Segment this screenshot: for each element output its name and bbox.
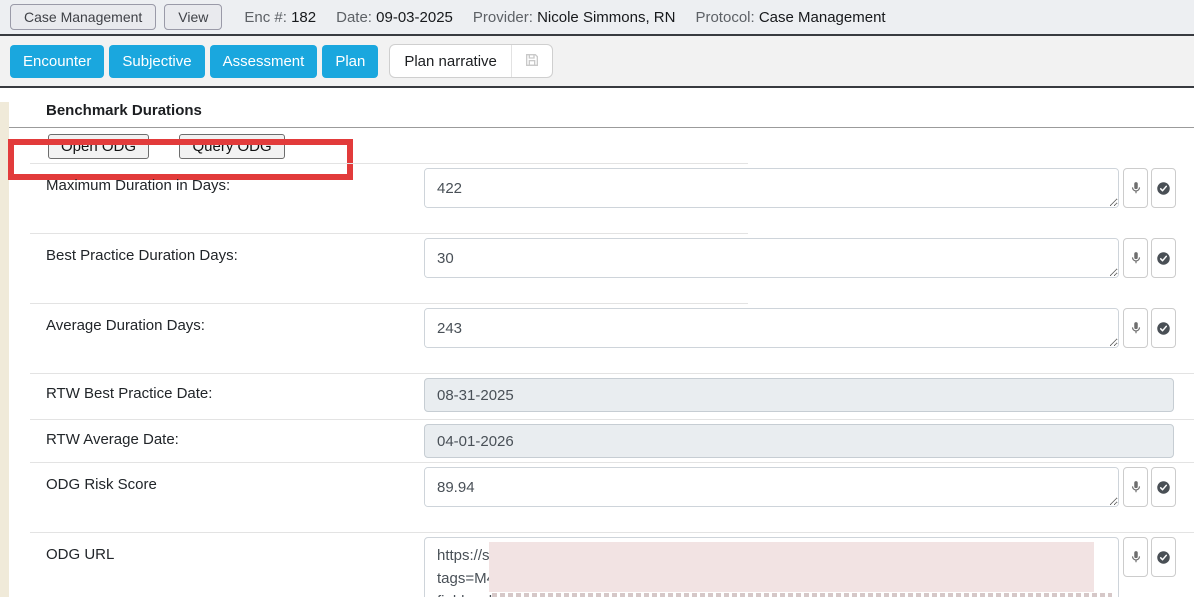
form-row-rtw-average-date: RTW Average Date: <box>30 419 1194 462</box>
maximum-duration-input[interactable]: 422 <box>424 168 1119 208</box>
mic-button[interactable] <box>1123 467 1148 507</box>
confirm-button[interactable] <box>1151 467 1176 507</box>
rtw-best-practice-date-input <box>424 378 1174 412</box>
form-row-rtw-best-practice-date: RTW Best Practice Date: <box>30 373 1194 419</box>
mic-button[interactable] <box>1123 308 1148 348</box>
odg-url-input[interactable]: https://st tags=M4 field_sub <box>424 537 1119 597</box>
page-edge-strip <box>0 102 9 597</box>
form-row-best-practice-duration: Best Practice Duration Days: 30 <box>30 233 1194 303</box>
divider <box>510 45 512 77</box>
field-label: ODG Risk Score <box>46 476 157 493</box>
form-row-maximum-duration: Maximum Duration in Days: 422 <box>30 163 1194 233</box>
form-row-odg-url: ODG URL https://st tags=M4 field_sub <box>30 532 1194 597</box>
heading-divider <box>0 127 1194 128</box>
encounter-meta: Enc #: 182 Date: 09-03-2025 Provider: Ni… <box>244 9 885 26</box>
tab-plan[interactable]: Plan <box>322 44 379 78</box>
tab-encounter[interactable]: Encounter <box>10 44 105 78</box>
plan-narrative-group: Plan narrative <box>389 44 553 78</box>
field-label: RTW Average Date: <box>46 431 179 448</box>
field-label: ODG URL <box>46 546 115 563</box>
tab-assessment[interactable]: Assessment <box>209 44 318 78</box>
confirm-button[interactable] <box>1151 308 1176 348</box>
odg-risk-score-input[interactable]: 89.94 <box>424 467 1119 507</box>
benchmark-fields: Maximum Duration in Days: 422 Best Pract… <box>30 163 1194 597</box>
protocol-name: Protocol: Case Management <box>695 8 886 26</box>
encounter-date: Date: 09-03-2025 <box>336 8 453 26</box>
floppy-disk-icon <box>524 52 540 71</box>
confirm-button[interactable] <box>1151 238 1176 278</box>
provider-name: Provider: Nicole Simmons, RN <box>472 8 676 26</box>
form-row-average-duration: Average Duration Days: 243 <box>30 303 1194 373</box>
tab-subjective[interactable]: Subjective <box>109 44 205 78</box>
mic-button[interactable] <box>1123 537 1148 577</box>
confirm-button[interactable] <box>1151 168 1176 208</box>
section-tab-toolbar: Encounter Subjective Assessment Plan Pla… <box>0 36 1194 88</box>
field-label: Best Practice Duration Days: <box>46 247 238 264</box>
confirm-button[interactable] <box>1151 537 1176 577</box>
best-practice-duration-input[interactable]: 30 <box>424 238 1119 278</box>
field-label: Average Duration Days: <box>46 317 205 334</box>
field-label: Maximum Duration in Days: <box>46 177 231 194</box>
field-label: RTW Best Practice Date: <box>46 385 213 402</box>
rtw-average-date-input <box>424 424 1174 458</box>
query-odg-button[interactable]: Query ODG <box>179 134 285 159</box>
top-header-bar: Case Management View Enc #: 182 Date: 09… <box>0 0 1194 36</box>
case-management-button[interactable]: Case Management <box>10 4 157 30</box>
form-content-area: Benchmark Durations Open ODG Query ODG M… <box>0 102 1194 597</box>
odg-button-row: Open ODG Query ODG <box>0 128 1194 163</box>
mic-button[interactable] <box>1123 238 1148 278</box>
save-narrative-button[interactable] <box>512 45 552 77</box>
plan-narrative-button[interactable]: Plan narrative <box>390 45 511 77</box>
form-row-odg-risk-score: ODG Risk Score 89.94 <box>30 462 1194 532</box>
view-button[interactable]: View <box>164 4 223 30</box>
enc-number: Enc #: 182 <box>244 8 317 26</box>
mic-button[interactable] <box>1123 168 1148 208</box>
open-odg-button[interactable]: Open ODG <box>48 134 150 159</box>
section-title: Benchmark Durations <box>46 102 202 119</box>
average-duration-input[interactable]: 243 <box>424 308 1119 348</box>
